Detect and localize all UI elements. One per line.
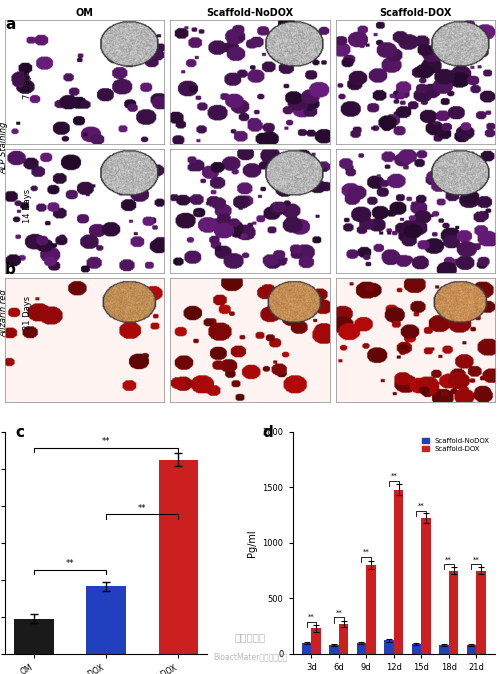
Bar	[476, 571, 486, 654]
Text: **: **	[446, 556, 452, 562]
Text: **: **	[138, 503, 146, 512]
Text: **: **	[473, 556, 480, 562]
Bar	[158, 460, 198, 654]
Bar	[466, 645, 476, 654]
Legend: Scaffold-NoDOX, Scaffold-DOX: Scaffold-NoDOX, Scaffold-DOX	[420, 435, 492, 454]
Text: BioactMater生物活性材料: BioactMater生物活性材料	[213, 652, 287, 662]
Bar	[366, 565, 376, 654]
Bar	[412, 644, 421, 654]
Bar	[356, 643, 366, 654]
Text: **: **	[363, 549, 370, 555]
Text: **: **	[308, 614, 314, 620]
Text: 7 Days: 7 Days	[23, 69, 32, 99]
Text: **: **	[102, 437, 110, 446]
Title: Scaffold-NoDOX: Scaffold-NoDOX	[206, 8, 294, 18]
Text: **: **	[336, 609, 342, 615]
Bar	[439, 645, 448, 654]
Text: 21 Days: 21 Days	[23, 297, 32, 330]
Bar	[86, 586, 126, 654]
Text: c: c	[15, 425, 24, 439]
Bar	[384, 640, 394, 654]
Title: Scaffold-DOX: Scaffold-DOX	[380, 8, 452, 18]
Text: d: d	[262, 425, 273, 439]
Bar	[448, 571, 458, 654]
Title: OM: OM	[76, 8, 94, 18]
Bar	[329, 645, 339, 654]
Text: **: **	[390, 473, 397, 479]
Text: b: b	[5, 262, 16, 276]
Text: **: **	[418, 503, 424, 509]
Bar	[312, 628, 321, 654]
Bar	[421, 518, 431, 654]
Bar	[339, 624, 348, 654]
Text: 14 Days: 14 Days	[23, 189, 32, 222]
Text: **: **	[66, 559, 74, 568]
Bar	[394, 489, 404, 654]
Bar	[302, 643, 312, 654]
Text: Alizarin red: Alizarin red	[0, 290, 8, 337]
Y-axis label: Pg/ml: Pg/ml	[247, 529, 257, 557]
Text: ALP Staining: ALP Staining	[0, 122, 8, 175]
Bar	[14, 619, 54, 654]
Text: 嘉峪检测网: 嘉峪检测网	[234, 632, 266, 642]
Text: a: a	[5, 17, 15, 32]
